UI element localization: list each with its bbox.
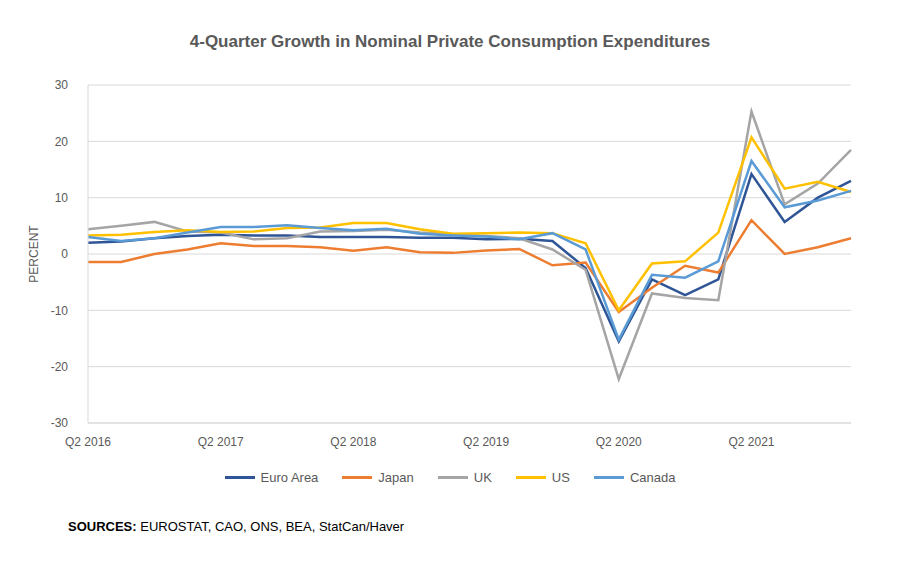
svg-text:Q2 2020: Q2 2020 xyxy=(596,435,642,449)
svg-text:20: 20 xyxy=(55,135,69,149)
html-text:Japan: Japan xyxy=(378,470,414,485)
svg-text:-10: -10 xyxy=(51,304,69,318)
html-text:4-Quarter Growth in Nominal Pr: 4-Quarter Growth in Nominal Private Cons… xyxy=(189,32,711,51)
svg-text:PERCENT: PERCENT xyxy=(27,225,41,283)
html-text:Canada: Canada xyxy=(629,470,676,485)
svg-text:-20: -20 xyxy=(51,360,69,374)
html-text:Euro Area: Euro Area xyxy=(260,470,319,485)
svg-text:Q2 2016: Q2 2016 xyxy=(65,435,111,449)
svg-text:Q2 2018: Q2 2018 xyxy=(330,435,376,449)
svg-text:-30: -30 xyxy=(51,416,69,430)
html-text:SOURCES: EUROSTAT, CAO, ONS, B: SOURCES: EUROSTAT, CAO, ONS, BEA, StatCa… xyxy=(68,519,405,534)
html-text:US: US xyxy=(551,470,570,485)
svg-text:Q2 2021: Q2 2021 xyxy=(728,435,774,449)
svg-text:30: 30 xyxy=(55,78,69,92)
svg-text:10: 10 xyxy=(55,191,69,205)
svg-text:0: 0 xyxy=(61,247,68,261)
html-text:UK: UK xyxy=(473,470,492,485)
svg-text:Q2 2017: Q2 2017 xyxy=(198,435,244,449)
svg-text:Q2 2019: Q2 2019 xyxy=(463,435,509,449)
